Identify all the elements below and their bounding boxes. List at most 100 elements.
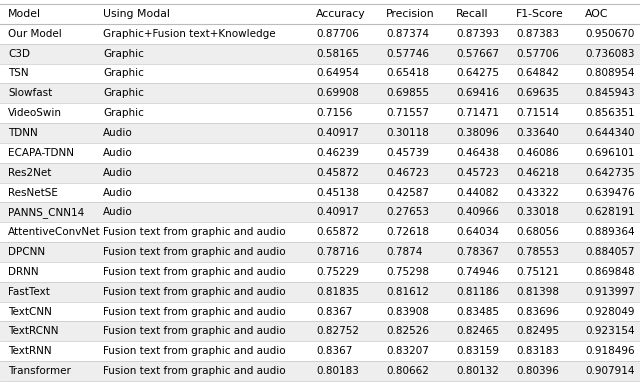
Bar [0, 361, 640, 381]
Bar [0, 222, 640, 242]
Text: Graphic+Fusion text+Knowledge: Graphic+Fusion text+Knowledge [103, 29, 276, 39]
Text: Fusion text from graphic and audio: Fusion text from graphic and audio [103, 227, 285, 237]
Text: DRNN: DRNN [8, 267, 38, 277]
Text: C3D: C3D [8, 49, 30, 59]
Bar [0, 24, 640, 44]
Text: 0.40917: 0.40917 [316, 207, 359, 217]
Bar [0, 302, 640, 321]
Bar [0, 183, 640, 203]
Text: 0.928049: 0.928049 [585, 306, 634, 317]
Text: 0.44082: 0.44082 [456, 188, 499, 198]
Text: 0.950670: 0.950670 [585, 29, 634, 39]
Text: 0.913997: 0.913997 [585, 287, 635, 297]
Text: Recall: Recall [456, 9, 488, 19]
Text: Fusion text from graphic and audio: Fusion text from graphic and audio [103, 267, 285, 277]
Text: 0.40917: 0.40917 [316, 128, 359, 138]
Text: 0.46218: 0.46218 [516, 168, 559, 178]
Text: Fusion text from graphic and audio: Fusion text from graphic and audio [103, 287, 285, 297]
Text: 0.69855: 0.69855 [386, 88, 429, 98]
Text: 0.80183: 0.80183 [316, 366, 359, 376]
Text: 0.628191: 0.628191 [585, 207, 635, 217]
Text: 0.8367: 0.8367 [316, 346, 353, 356]
Text: 0.80662: 0.80662 [386, 366, 429, 376]
Text: AttentiveConvNet: AttentiveConvNet [8, 227, 100, 237]
Text: Transformer: Transformer [8, 366, 71, 376]
Text: FastText: FastText [8, 287, 50, 297]
Text: 0.75121: 0.75121 [516, 267, 559, 277]
Text: 0.918496: 0.918496 [585, 346, 635, 356]
Text: Accuracy: Accuracy [316, 9, 365, 19]
Text: 0.639476: 0.639476 [585, 188, 635, 198]
Text: Fusion text from graphic and audio: Fusion text from graphic and audio [103, 366, 285, 376]
Text: AOC: AOC [585, 9, 609, 19]
Text: Res2Net: Res2Net [8, 168, 51, 178]
Text: 0.808954: 0.808954 [585, 69, 634, 79]
Text: TDNN: TDNN [8, 128, 38, 138]
Text: 0.46086: 0.46086 [516, 148, 559, 158]
Text: 0.82495: 0.82495 [516, 326, 559, 336]
Text: 0.71557: 0.71557 [386, 108, 429, 118]
Text: 0.33640: 0.33640 [516, 128, 559, 138]
Text: 0.83183: 0.83183 [516, 346, 559, 356]
Bar [0, 4, 640, 24]
Bar [0, 123, 640, 143]
Text: 0.81612: 0.81612 [386, 287, 429, 297]
Text: 0.80132: 0.80132 [456, 366, 499, 376]
Text: 0.696101: 0.696101 [585, 148, 634, 158]
Text: Audio: Audio [103, 188, 132, 198]
Text: 0.736083: 0.736083 [585, 49, 634, 59]
Text: 0.57667: 0.57667 [456, 49, 499, 59]
Text: 0.80396: 0.80396 [516, 366, 559, 376]
Text: 0.87383: 0.87383 [516, 29, 559, 39]
Text: 0.78367: 0.78367 [456, 247, 499, 257]
Text: 0.42587: 0.42587 [386, 188, 429, 198]
Text: 0.644340: 0.644340 [585, 128, 634, 138]
Text: 0.65872: 0.65872 [316, 227, 359, 237]
Text: 0.69635: 0.69635 [516, 88, 559, 98]
Text: 0.30118: 0.30118 [386, 128, 429, 138]
Text: 0.71514: 0.71514 [516, 108, 559, 118]
Text: 0.64842: 0.64842 [516, 69, 559, 79]
Text: Fusion text from graphic and audio: Fusion text from graphic and audio [103, 346, 285, 356]
Text: 0.81398: 0.81398 [516, 287, 559, 297]
Text: 0.884057: 0.884057 [585, 247, 634, 257]
Text: ECAPA-TDNN: ECAPA-TDNN [8, 148, 74, 158]
Text: 0.64275: 0.64275 [456, 69, 499, 79]
Bar [0, 83, 640, 103]
Text: Precision: Precision [386, 9, 435, 19]
Bar [0, 103, 640, 123]
Text: 0.45138: 0.45138 [316, 188, 359, 198]
Bar [0, 163, 640, 183]
Text: Audio: Audio [103, 207, 132, 217]
Text: Audio: Audio [103, 128, 132, 138]
Text: 0.74946: 0.74946 [456, 267, 499, 277]
Text: 0.845943: 0.845943 [585, 88, 635, 98]
Text: Fusion text from graphic and audio: Fusion text from graphic and audio [103, 306, 285, 317]
Text: 0.64954: 0.64954 [316, 69, 359, 79]
Text: 0.58165: 0.58165 [316, 49, 359, 59]
Text: 0.45739: 0.45739 [386, 148, 429, 158]
Text: Fusion text from graphic and audio: Fusion text from graphic and audio [103, 247, 285, 257]
Text: 0.78553: 0.78553 [516, 247, 559, 257]
Text: Our Model: Our Model [8, 29, 61, 39]
Text: 0.83485: 0.83485 [456, 306, 499, 317]
Text: F1-Score: F1-Score [516, 9, 564, 19]
Text: 0.68056: 0.68056 [516, 227, 559, 237]
Text: 0.45723: 0.45723 [456, 168, 499, 178]
Text: 0.83207: 0.83207 [386, 346, 429, 356]
Text: 0.82752: 0.82752 [316, 326, 359, 336]
Bar [0, 242, 640, 262]
Text: Graphic: Graphic [103, 49, 144, 59]
Bar [0, 44, 640, 64]
Text: 0.87374: 0.87374 [386, 29, 429, 39]
Text: Model: Model [8, 9, 41, 19]
Text: 0.83908: 0.83908 [386, 306, 429, 317]
Bar [0, 64, 640, 83]
Text: TextRNN: TextRNN [8, 346, 52, 356]
Text: 0.40966: 0.40966 [456, 207, 499, 217]
Text: TextCNN: TextCNN [8, 306, 52, 317]
Bar [0, 321, 640, 341]
Text: 0.7156: 0.7156 [316, 108, 353, 118]
Text: 0.45872: 0.45872 [316, 168, 359, 178]
Text: 0.75229: 0.75229 [316, 267, 359, 277]
